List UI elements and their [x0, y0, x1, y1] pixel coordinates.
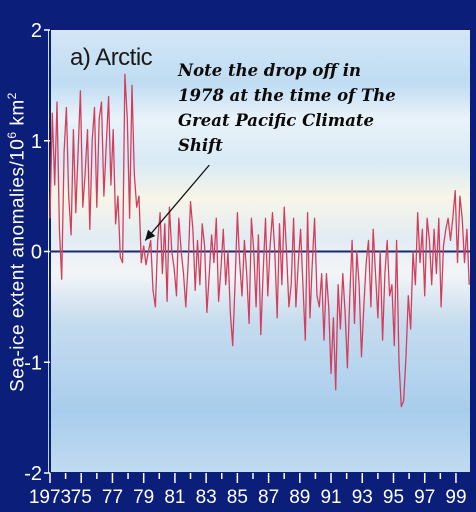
x-tick-label: 83 — [196, 487, 217, 508]
annotation-arrow-head — [145, 229, 156, 241]
annotation-arrow — [144, 164, 210, 241]
y-tick-label: 0 — [31, 242, 42, 264]
x-tick-label: 75 — [71, 487, 92, 508]
annotation-line: Note the drop off in — [178, 61, 361, 80]
x-tick-label: 79 — [133, 487, 154, 508]
x-axis: 1973 75 77 79 81 83 85 87 89 91 93 95 97 99 — [29, 472, 470, 508]
x-tick-label: 85 — [227, 487, 248, 508]
y-tick-label: 2 — [31, 20, 42, 42]
y-axis: 2 1 0 -1 -2 — [24, 20, 51, 485]
x-tick-label: 77 — [102, 487, 123, 508]
series-line-arctic — [49, 73, 470, 408]
x-tick-label: 93 — [352, 487, 373, 508]
x-tick-label: 81 — [164, 487, 185, 508]
x-tick-label: 89 — [289, 487, 310, 508]
y-tick-label: -2 — [24, 463, 42, 485]
x-tick-label: 87 — [258, 487, 279, 508]
annotation-line: Shift — [178, 136, 223, 155]
x-tick-label: 99 — [445, 487, 466, 508]
x-tick-label: 1973 — [29, 487, 71, 508]
x-tick-label: 95 — [383, 487, 404, 508]
annotation-arrow-shaft — [144, 164, 210, 241]
y-tick-label: 1 — [31, 131, 42, 153]
panel-label: a) Arctic — [70, 44, 153, 71]
x-tick-label: 97 — [414, 487, 435, 508]
x-tick-label: 91 — [320, 487, 341, 508]
y-axis-label: Sea-ice extent anomalies/106 km2 — [5, 92, 29, 392]
annotation-line: 1978 at the time of The — [178, 86, 396, 105]
y-tick-label: -1 — [24, 352, 42, 374]
annotation-note: Note the drop off in 1978 at the time of… — [178, 58, 468, 158]
annotation-line: Great Pacific Climate — [178, 111, 375, 130]
